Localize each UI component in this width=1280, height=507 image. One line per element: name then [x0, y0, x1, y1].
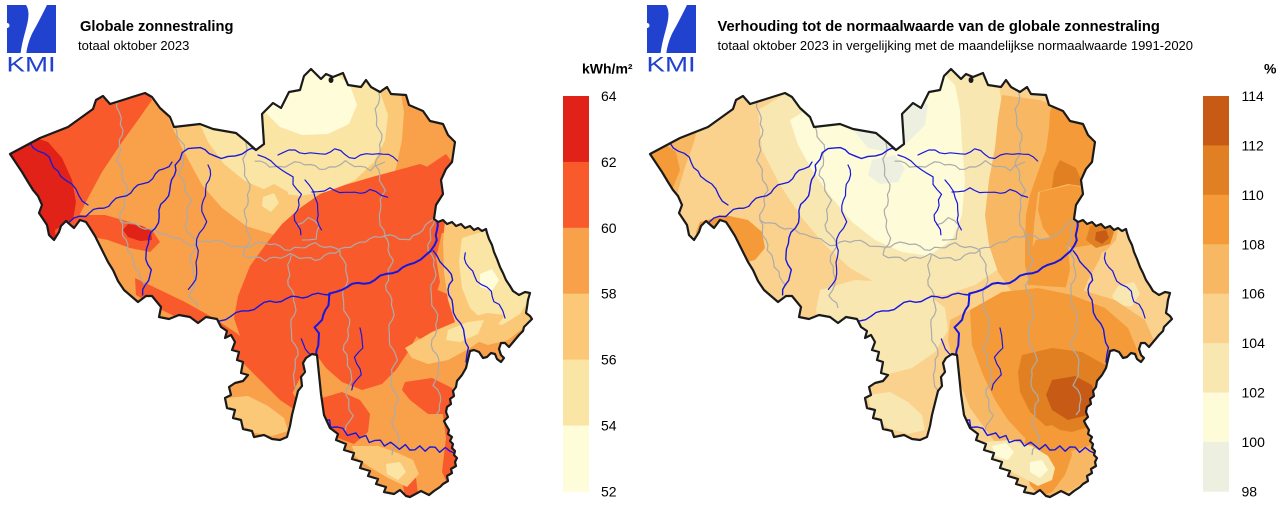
svg-text:KMI: KMI [7, 54, 56, 77]
svg-text:KMI: KMI [647, 54, 696, 77]
svg-text:98: 98 [1242, 483, 1258, 499]
svg-text:kWh/m²: kWh/m² [582, 61, 633, 77]
svg-text:102: 102 [1242, 385, 1266, 401]
svg-text:108: 108 [1242, 236, 1266, 252]
svg-text:totaal oktober 2023: totaal oktober 2023 [78, 38, 189, 53]
svg-text:54: 54 [601, 418, 617, 434]
svg-text:58: 58 [601, 286, 617, 302]
svg-text:64: 64 [601, 88, 617, 104]
svg-text:%: % [1264, 61, 1277, 77]
svg-text:Verhouding tot de normaalwaard: Verhouding tot de normaalwaarde van de g… [718, 19, 1160, 35]
svg-text:56: 56 [601, 352, 617, 368]
svg-text:60: 60 [601, 220, 617, 236]
svg-text:114: 114 [1242, 88, 1265, 104]
svg-text:106: 106 [1242, 286, 1266, 302]
svg-text:62: 62 [601, 154, 617, 170]
svg-text:52: 52 [601, 483, 617, 499]
svg-text:Globale zonnestraling: Globale zonnestraling [80, 19, 233, 35]
svg-text:110: 110 [1242, 187, 1265, 203]
svg-text:112: 112 [1242, 137, 1265, 153]
svg-text:100: 100 [1242, 434, 1266, 450]
svg-text:totaal oktober 2023 in vergeli: totaal oktober 2023 in vergelijking met … [718, 38, 1194, 53]
svg-text:104: 104 [1242, 335, 1266, 351]
